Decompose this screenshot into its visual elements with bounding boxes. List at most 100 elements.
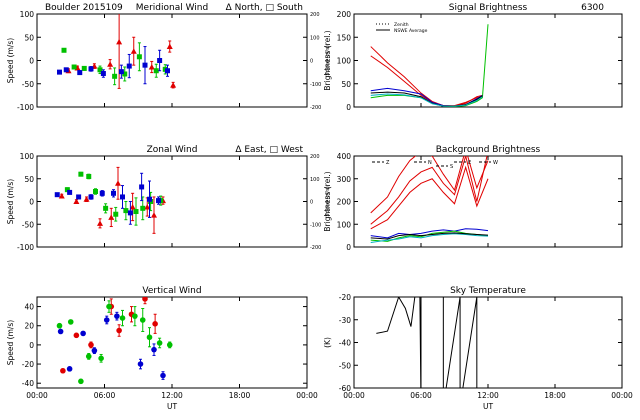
- data-point: [113, 211, 119, 217]
- y-axis-label: Brightness (rel.): [323, 30, 332, 90]
- series-line: [376, 297, 478, 388]
- x-axis-label: UT: [167, 402, 177, 411]
- data-point: [136, 54, 142, 60]
- data-point: [142, 62, 148, 68]
- y-tick-label: 50: [24, 33, 34, 42]
- plot-title: Background Brightness: [436, 145, 541, 155]
- y-right-axis-label: Speed (m/s): [325, 186, 331, 216]
- data-point: [170, 82, 177, 88]
- panel-meridional: Meridional Wind Boulder 2015109 Δ North, □…: [6, 3, 331, 112]
- y-tick-label: -60: [339, 384, 351, 393]
- data-point: [78, 171, 84, 177]
- legend-label: NSWE Average: [394, 28, 428, 34]
- data-point: [77, 70, 83, 76]
- panel-vertical: Vertical Wind -40 -20 0 20 40 00:00 06:00 12:00 1…: [6, 286, 318, 411]
- plot-frame: [36, 296, 308, 389]
- data-point: [97, 67, 103, 73]
- data-point: [160, 372, 166, 379]
- data-point: [80, 330, 86, 337]
- y-tick-label: 50: [341, 80, 351, 89]
- data-point: [153, 68, 159, 74]
- data-point: [83, 196, 90, 202]
- y-tick-label: 100: [337, 57, 352, 66]
- y-tick-label: 0: [29, 198, 34, 207]
- data-point: [106, 303, 112, 310]
- data-point: [103, 317, 110, 323]
- data-point: [67, 189, 73, 195]
- data-point: [114, 313, 120, 319]
- data-point: [112, 73, 118, 79]
- data-point: [127, 210, 133, 216]
- y-tick-label: 400: [337, 152, 352, 161]
- data-point: [63, 67, 69, 73]
- y-tick-label: 100: [20, 10, 35, 19]
- data-point: [88, 194, 94, 200]
- x-tick-label: 00:00: [611, 391, 633, 400]
- y-right-tick-label: 0: [310, 200, 313, 206]
- data-point: [139, 184, 145, 190]
- data-point: [122, 71, 128, 77]
- plot-frame: [353, 155, 623, 248]
- data-point: [57, 69, 62, 75]
- legend-label: Z: [386, 160, 390, 166]
- y-right-tick-label: 100: [310, 35, 320, 41]
- y-axis-label: Speed (m/s): [6, 320, 15, 366]
- data-point: [76, 194, 82, 200]
- data-point: [73, 198, 80, 204]
- plot-header-left: Boulder 2015109: [45, 3, 123, 13]
- data-point: [139, 317, 146, 323]
- panel-signal: Signal Brightness 6300 0 50 100 150 200 Brightn…: [323, 3, 623, 112]
- y-tick-label: 100: [20, 152, 35, 161]
- legend-label: Zenith: [394, 22, 409, 28]
- legend-label: E: [468, 160, 471, 166]
- data-point: [64, 187, 70, 193]
- data-point: [57, 328, 64, 335]
- x-tick-label: 06:00: [410, 391, 432, 400]
- y-tick-label: 200: [337, 10, 352, 19]
- y-tick-label: 50: [24, 175, 34, 184]
- data-layer: [57, 14, 177, 89]
- panel-zonal: Zonal Wind Δ East, □ West -100 -50 0 50 100 -20…: [6, 145, 331, 252]
- data-point: [133, 209, 139, 215]
- data-point: [116, 327, 122, 334]
- series-line: [370, 93, 483, 107]
- plot-legend-note: Δ North, □ South: [226, 3, 303, 13]
- plot-title: Signal Brightness: [449, 3, 528, 13]
- series-line: [370, 232, 489, 240]
- data-layer: [370, 156, 489, 243]
- data-point: [73, 332, 80, 339]
- data-point: [99, 190, 105, 196]
- data-point: [142, 297, 148, 302]
- data-point: [98, 355, 104, 362]
- data-point: [88, 342, 94, 348]
- y-tick-label: 300: [337, 175, 352, 184]
- data-point: [93, 188, 98, 194]
- data-point: [151, 212, 157, 218]
- x-tick-label: 00:00: [26, 391, 48, 400]
- data-point: [116, 38, 123, 45]
- data-point: [123, 208, 129, 214]
- y-right-tick-label: -200: [310, 105, 321, 111]
- y-tick-label: -100: [17, 243, 34, 252]
- y-right-tick-label: -200: [310, 245, 321, 251]
- data-point: [91, 347, 98, 354]
- y-tick-label: 0: [346, 243, 351, 252]
- x-tick-label: 18:00: [229, 391, 251, 400]
- data-point: [100, 71, 106, 77]
- data-point: [58, 193, 65, 199]
- y-tick-label: -50: [339, 361, 351, 370]
- data-point: [120, 194, 125, 200]
- y-tick-label: -20: [339, 293, 351, 302]
- legend-label: S: [450, 164, 453, 170]
- data-point: [103, 205, 109, 211]
- data-point: [166, 342, 173, 348]
- plot-title: Zonal Wind: [147, 145, 198, 155]
- data-point: [137, 361, 144, 367]
- series-line: [370, 233, 489, 243]
- y-tick-label: -40: [22, 379, 34, 388]
- data-point: [71, 64, 77, 70]
- data-point: [156, 340, 163, 346]
- y-right-axis-label: Speed (m/s): [325, 45, 331, 75]
- y-right-tick-label: -100: [310, 82, 321, 88]
